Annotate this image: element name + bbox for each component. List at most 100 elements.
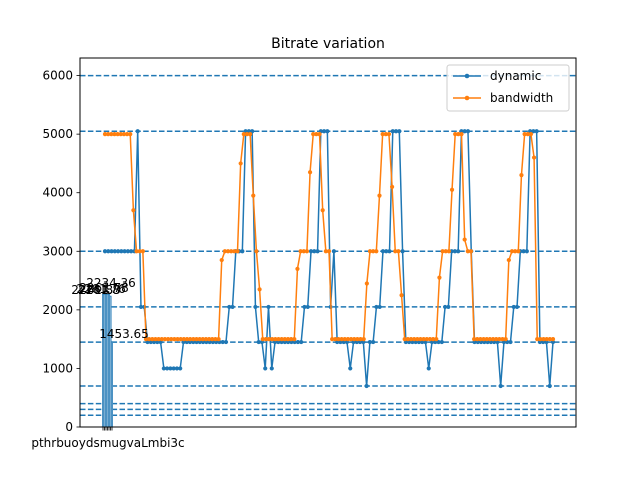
point-bandwidth-17 [156, 337, 161, 342]
point-dynamic-45 [250, 129, 255, 134]
legend-label-bandwidth: bandwidth [490, 91, 553, 105]
bar-throughput [105, 294, 108, 428]
point-bandwidth-103 [427, 337, 433, 342]
point-dynamic-42 [240, 249, 245, 254]
point-bandwidth-43 [238, 161, 243, 166]
point-dynamic-63 [308, 249, 314, 254]
point-dynamic-59 [295, 339, 301, 345]
point-bandwidth-92 [393, 249, 398, 254]
point-bandwidth-22 [172, 337, 177, 342]
point-dynamic-36 [220, 339, 225, 345]
point-bandwidth-78 [348, 337, 354, 342]
point-bandwidth-31 [200, 337, 205, 342]
bar-bba [108, 294, 111, 428]
point-bandwidth-87 [377, 193, 382, 198]
point-bandwidth-15 [150, 337, 155, 342]
point-dynamic-1 [106, 249, 111, 254]
point-bandwidth-88 [380, 132, 385, 137]
point-bandwidth-46 [248, 132, 253, 137]
point-dynamic-19 [165, 366, 170, 371]
point-bandwidth-61 [295, 266, 300, 271]
point-bandwidth-121 [484, 337, 489, 342]
point-bandwidth-5 [118, 132, 123, 137]
point-bandwidth-48 [254, 249, 259, 254]
point-bandwidth-8 [128, 132, 133, 137]
chart-title: Bitrate variation [271, 36, 385, 52]
point-bandwidth-124 [494, 337, 499, 342]
point-bandwidth-21 [169, 337, 174, 342]
point-bandwidth-118 [475, 337, 480, 342]
point-bandwidth-0 [102, 132, 108, 137]
bar-label-5: 1453.65 [99, 327, 149, 341]
point-bandwidth-83 [364, 281, 369, 286]
bar-pensieve [109, 295, 112, 428]
point-bandwidth-82 [361, 337, 366, 342]
point-bandwidth-69 [320, 208, 325, 213]
point-bandwidth-94 [399, 293, 404, 298]
point-bandwidth-97 [408, 337, 414, 342]
point-bandwidth-63 [301, 249, 306, 254]
point-bandwidth-70 [323, 249, 328, 254]
point-dynamic-20 [168, 366, 173, 371]
point-dynamic-90 [397, 129, 402, 134]
point-bandwidth-67 [314, 132, 319, 137]
point-dynamic-131 [531, 129, 536, 134]
legend-label-dynamic: dynamic [490, 69, 541, 83]
point-bandwidth-25 [181, 337, 186, 342]
point-dynamic-83 [374, 304, 379, 310]
point-bandwidth-110 [449, 187, 455, 192]
point-bandwidth-137 [535, 337, 540, 342]
point-dynamic-104 [442, 304, 448, 310]
point-bandwidth-117 [472, 337, 477, 342]
point-bandwidth-51 [263, 337, 269, 342]
point-bandwidth-101 [421, 337, 426, 342]
point-bandwidth-14 [147, 337, 152, 342]
point-bandwidth-54 [273, 337, 278, 342]
y-tick-label-3: 3000 [42, 244, 73, 258]
y-tick-label-1: 1000 [42, 361, 73, 375]
legend: dynamic bandwidth [446, 64, 570, 112]
point-dynamic-51 [269, 366, 274, 371]
point-bandwidth-140 [544, 337, 549, 342]
point-dynamic-121 [498, 383, 503, 389]
point-bandwidth-128 [506, 257, 511, 263]
point-dynamic-89 [393, 129, 399, 134]
point-dynamic-109 [459, 129, 464, 134]
point-bandwidth-1 [106, 132, 111, 137]
point-dynamic-27 [191, 339, 196, 345]
point-bandwidth-13 [143, 337, 149, 342]
point-bandwidth-42 [235, 249, 240, 254]
point-dynamic-39 [230, 304, 235, 310]
point-bandwidth-18 [159, 337, 164, 342]
point-bandwidth-58 [285, 337, 291, 342]
point-bandwidth-99 [415, 337, 420, 342]
point-bandwidth-119 [478, 337, 483, 342]
bar-label-4: 2234.36 [86, 276, 136, 290]
point-dynamic-38 [227, 304, 232, 310]
point-bandwidth-102 [424, 337, 429, 342]
point-dynamic-28 [194, 339, 199, 345]
point-bandwidth-100 [418, 337, 423, 342]
point-bandwidth-60 [292, 337, 297, 342]
bar-label-0: 2261.83 [71, 283, 121, 297]
bar-label-3: 2261.78 [79, 281, 129, 295]
point-dynamic-125 [511, 304, 516, 310]
legend-entry-bandwidth: bandwidth [453, 91, 553, 105]
point-bandwidth-136 [531, 155, 537, 160]
point-bandwidth-105 [434, 337, 439, 342]
point-dynamic-8 [129, 249, 134, 254]
point-bandwidth-19 [162, 337, 168, 342]
point-dynamic-128 [521, 249, 526, 254]
point-bandwidth-130 [513, 249, 518, 254]
point-bandwidth-62 [298, 249, 303, 254]
point-bandwidth-9 [131, 208, 136, 213]
point-dynamic-82 [371, 339, 376, 345]
series-dynamic [102, 129, 556, 389]
point-dynamic-132 [534, 129, 539, 134]
point-bandwidth-113 [459, 132, 464, 137]
point-bandwidth-73 [333, 337, 338, 342]
point-bandwidth-95 [402, 337, 407, 342]
point-dynamic-50 [266, 304, 271, 310]
